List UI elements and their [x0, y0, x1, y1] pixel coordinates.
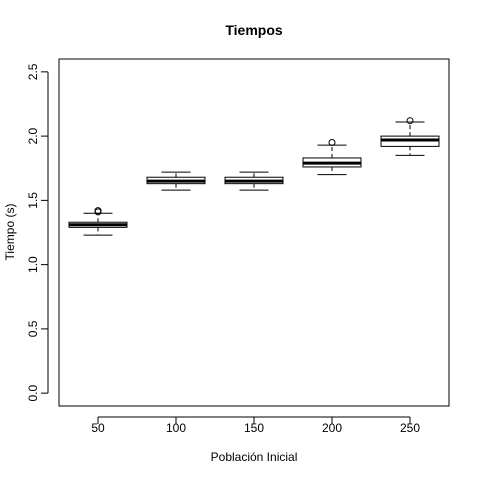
- x-axis: 50 100 150 200 250: [91, 416, 420, 435]
- y-axis-label: Tiempo (s): [3, 204, 17, 261]
- x-tick-label: 150: [244, 421, 264, 435]
- box-150: [224, 171, 284, 191]
- outlier-point: [406, 117, 414, 125]
- y-tick-label: 1.5: [26, 192, 40, 209]
- x-tick-label: 50: [91, 421, 105, 435]
- box-series: [68, 117, 440, 236]
- y-tick-label: 2.0: [26, 127, 40, 144]
- x-tick-label: 100: [166, 421, 186, 435]
- box-200: [302, 139, 362, 176]
- y-tick-label: 2.5: [26, 63, 40, 80]
- y-tick-label: 0.5: [26, 320, 40, 337]
- outlier-point: [94, 207, 102, 215]
- box-100: [146, 171, 206, 191]
- y-tick-label: 0.0: [26, 384, 40, 401]
- y-tick-label: 1.0: [26, 256, 40, 273]
- chart-title: Tiempos: [225, 22, 283, 38]
- x-axis-label: Población Inicial: [211, 450, 298, 464]
- box-250: [380, 117, 440, 156]
- plot-frame: [58, 58, 450, 407]
- y-axis: 0.0 0.5 1.0 1.5 2.0 2.5: [26, 63, 49, 401]
- box-50: [68, 207, 128, 236]
- x-tick-label: 200: [322, 421, 342, 435]
- x-tick-label: 250: [400, 421, 420, 435]
- outlier-point: [328, 139, 336, 147]
